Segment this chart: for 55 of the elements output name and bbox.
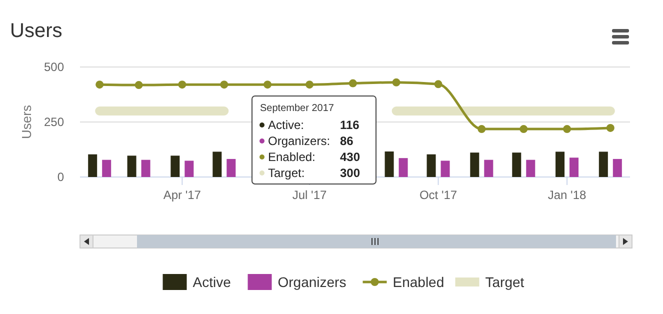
point [96, 80, 104, 89]
point [220, 80, 228, 89]
x-tick-label: Jul '17 [292, 188, 327, 202]
annotation: Organizers: [268, 134, 330, 148]
y-tick-label: 500 [44, 60, 64, 74]
bar [141, 160, 150, 177]
bar [556, 152, 565, 177]
bar [127, 156, 136, 177]
bar [102, 160, 112, 177]
annotation: 86 [340, 134, 354, 148]
annotation: 116 [340, 118, 360, 132]
bar [598, 152, 608, 177]
point [306, 80, 314, 89]
bar [212, 152, 222, 177]
bar [170, 156, 180, 177]
x-tick-label: Oct '17 [419, 188, 458, 202]
bar [226, 158, 236, 177]
bar [88, 154, 98, 177]
bar [440, 160, 450, 177]
point [606, 124, 614, 132]
bar [512, 152, 522, 177]
y-tick-label: 250 [44, 115, 64, 129]
bar [612, 158, 622, 177]
annotation: 300 [340, 166, 360, 180]
point [563, 125, 572, 134]
bar [570, 158, 579, 177]
chart-title: Users [10, 20, 62, 42]
annotation: September 2017 [260, 103, 334, 114]
point [520, 125, 528, 134]
bar [470, 152, 480, 177]
point [348, 79, 357, 88]
annotation: Active: [268, 118, 304, 132]
point [392, 78, 400, 86]
legend-label: Enabled [392, 274, 444, 290]
bar [184, 160, 194, 177]
bar [484, 160, 494, 177]
y-axis-title: Users [19, 104, 34, 139]
point [178, 80, 186, 89]
legend-label: Active [192, 274, 232, 290]
legend-label: Organizers [278, 274, 346, 290]
bar [384, 151, 394, 177]
point [264, 80, 272, 89]
point [478, 125, 486, 134]
bar [398, 158, 408, 177]
y-tick-label: 0 [57, 170, 64, 184]
x-tick-label: Apr '17 [163, 188, 202, 202]
annotation: Enabled: [268, 150, 316, 164]
bar [426, 154, 436, 177]
annotation: 430 [340, 150, 360, 164]
annotation: Target: [268, 166, 305, 180]
legend-label: Target [485, 274, 524, 290]
bar [526, 160, 536, 177]
point [434, 80, 442, 88]
point [134, 81, 143, 90]
x-tick-label: Jan '18 [548, 188, 587, 202]
